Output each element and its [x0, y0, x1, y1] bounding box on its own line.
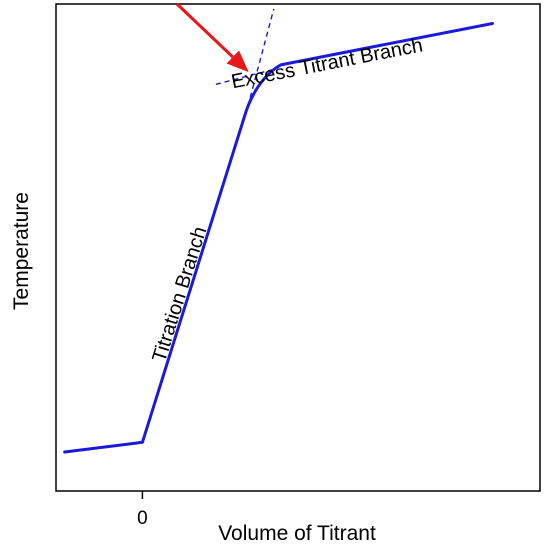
annotation-0: Titration Branch [148, 224, 211, 365]
x-axis-label: Volume of Titrant [218, 522, 376, 545]
arrow-head [226, 50, 249, 73]
annotation-1: Excess Titrant Branch [230, 34, 425, 93]
plot-frame [55, 3, 541, 492]
series-line-0 [63, 21, 494, 454]
extrapolation-line-1 [215, 69, 273, 86]
extrapolation-line-0 [247, 8, 275, 107]
x-tick-label-0: 0 [137, 508, 148, 529]
y-axis-label: Temperature [10, 192, 33, 310]
arrow-shaft [175, 2, 234, 59]
